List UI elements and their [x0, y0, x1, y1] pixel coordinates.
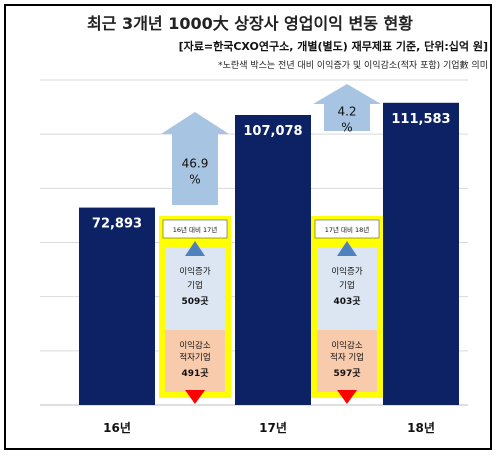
comparison-header: 16년 대비 17년	[173, 225, 218, 234]
growth-arrow	[313, 84, 381, 131]
comparison-header-box	[162, 219, 228, 239]
increase-box	[317, 248, 377, 330]
increase-triangle	[185, 241, 205, 256]
increase-triangle	[337, 241, 357, 256]
tick-label: 16년	[103, 421, 131, 435]
bar	[383, 102, 459, 405]
increase-count: 403곳	[333, 296, 360, 307]
decrease-label-2: 적자기업	[179, 352, 210, 363]
data-label: 111,583	[391, 112, 450, 127]
bar	[235, 114, 311, 406]
tick-label: 17년	[259, 421, 287, 435]
source-note: [자료=한국CXO연구소, 개별(별도) 재무제표 기준, 단위:십억 원]	[178, 40, 488, 53]
increase-box	[165, 248, 225, 330]
data-label: 72,893	[92, 217, 142, 232]
data-label: 107,078	[243, 124, 302, 139]
increase-label: 이익증가	[179, 266, 210, 277]
bar	[79, 207, 155, 405]
growth-label: 46.9	[182, 157, 209, 171]
decrease-box	[165, 330, 225, 392]
growth-label-unit: %	[189, 173, 200, 187]
legend-note: *노란색 박스는 전년 대비 이익증가 및 이익감소(적자 포함) 기업數 의미	[218, 61, 488, 71]
decrease-count: 597곳	[333, 368, 360, 379]
decrease-label: 이익감소	[179, 340, 210, 351]
decrease-box	[317, 330, 377, 392]
growth-label: 4.2	[337, 105, 356, 119]
decrease-triangle	[185, 390, 205, 404]
tick-label: 18년	[407, 421, 435, 435]
comparison-header: 17년 대비 18년	[325, 225, 370, 234]
decrease-label-2: 적자 기업	[330, 352, 364, 363]
increase-label: 이익증가	[331, 266, 362, 277]
comparison-header-box	[314, 219, 380, 239]
growth-label-unit: %	[341, 121, 352, 135]
decrease-triangle	[337, 390, 357, 404]
increase-label-2: 기업	[339, 281, 355, 291]
decrease-count: 491곳	[181, 368, 208, 379]
growth-arrow	[161, 112, 229, 205]
decrease-label: 이익감소	[331, 340, 362, 351]
increase-label-2: 기업	[187, 281, 203, 291]
chart-title: 최근 3개년 1000大 상장사 영업이익 변동 현황	[87, 14, 413, 33]
increase-count: 509곳	[181, 296, 208, 307]
